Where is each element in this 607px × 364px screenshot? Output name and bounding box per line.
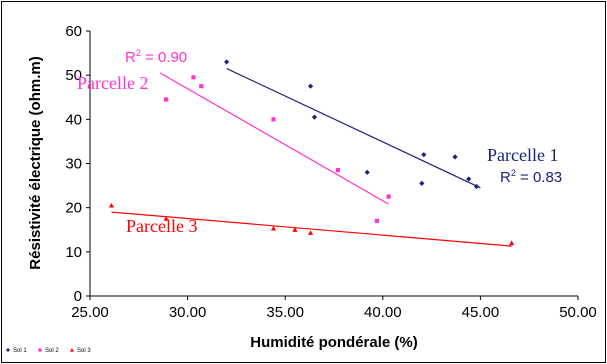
data-point-sol-2 (374, 218, 380, 223)
legend: Sol 1 Sol 2 Sol 3 (6, 348, 91, 354)
x-tick-label: 45.00 (462, 304, 500, 321)
data-point-sol-1 (364, 169, 370, 175)
data-point-sol-2 (191, 75, 196, 80)
parcelle-1-label: Parcelle 1 (487, 145, 558, 165)
r2-p1-value: = 0.83 (516, 169, 562, 186)
r2-p2-value: = 0.90 (141, 49, 187, 66)
data-point-sol-2 (335, 168, 340, 173)
markers (108, 59, 515, 246)
data-point-sol-1 (307, 83, 314, 89)
r2-p1-exponent: 2 (511, 168, 516, 178)
r2-p1-r: R (500, 169, 511, 186)
data-point-sol-1 (311, 114, 318, 120)
legend-label-sol-1: Sol 1 (13, 348, 27, 354)
legend-label-sol-3: Sol 3 (77, 348, 91, 354)
y-tick-label: 50 (65, 67, 82, 84)
parcelle-3-label: Parcelle 3 (126, 216, 197, 236)
x-tick-label: 35.00 (266, 304, 304, 321)
y-tick-label: 20 (65, 200, 82, 217)
x-tick-label: 50.00 (559, 304, 597, 321)
data-point-sol-1 (473, 183, 480, 190)
trendline-1 (226, 67, 481, 189)
data-point-sol-2 (199, 84, 204, 89)
data-point-sol-1 (224, 59, 230, 65)
data-point-sol-3 (163, 216, 169, 221)
data-point-sol-1 (452, 154, 458, 160)
y-tick-label: 30 (65, 156, 82, 173)
y-tick-label: 40 (65, 111, 82, 128)
data-point-sol-1 (419, 180, 425, 186)
trendline-3 (111, 211, 512, 247)
x-tick-label: 25.00 (71, 304, 109, 321)
trendlines (111, 67, 512, 247)
x-tick-label: 30.00 (169, 304, 207, 321)
legend-marker-sol-2 (38, 348, 42, 352)
x-tick-label: 40.00 (364, 304, 402, 321)
legend-marker-sol-1 (6, 348, 10, 352)
trendline-2 (159, 72, 389, 205)
r2-parcelle-1-label: R2 = 0.83 (500, 168, 562, 186)
data-point-sol-3 (509, 240, 515, 246)
parcelle-2-label: Parcelle 2 (77, 73, 148, 93)
y-tick-label: 60 (65, 23, 82, 40)
data-point-sol-3 (307, 230, 314, 235)
data-point-sol-1 (466, 176, 472, 182)
annotations: Parcelle 1 Parcelle 2 Parcelle 3 R2 = 0.… (77, 48, 562, 236)
x-ticks: 25.00 30.00 35.00 40.00 45.00 50.00 (71, 296, 597, 321)
r2-p2-exponent: 2 (136, 48, 141, 58)
r2-parcelle-2-label: R2 = 0.90 (125, 48, 187, 66)
data-point-sol-1 (421, 152, 427, 158)
x-axis-title: Humidité pondérale (%) (250, 334, 418, 351)
legend-marker-sol-3 (70, 348, 74, 352)
y-tick-label: 0 (74, 288, 82, 305)
y-axis-title: Résistivité électrique (ohm.m) (27, 56, 44, 269)
y-tick-label: 10 (65, 244, 82, 261)
data-point-sol-2 (386, 194, 391, 199)
legend-label-sol-2: Sol 2 (45, 348, 59, 354)
data-point-sol-3 (108, 202, 115, 208)
data-point-sol-3 (292, 227, 298, 232)
r2-p2-r: R (125, 49, 136, 66)
data-point-sol-2 (164, 97, 169, 102)
data-point-sol-3 (270, 225, 277, 231)
y-ticks: 0 10 20 30 40 50 60 (65, 23, 90, 305)
data-point-sol-2 (271, 117, 276, 122)
